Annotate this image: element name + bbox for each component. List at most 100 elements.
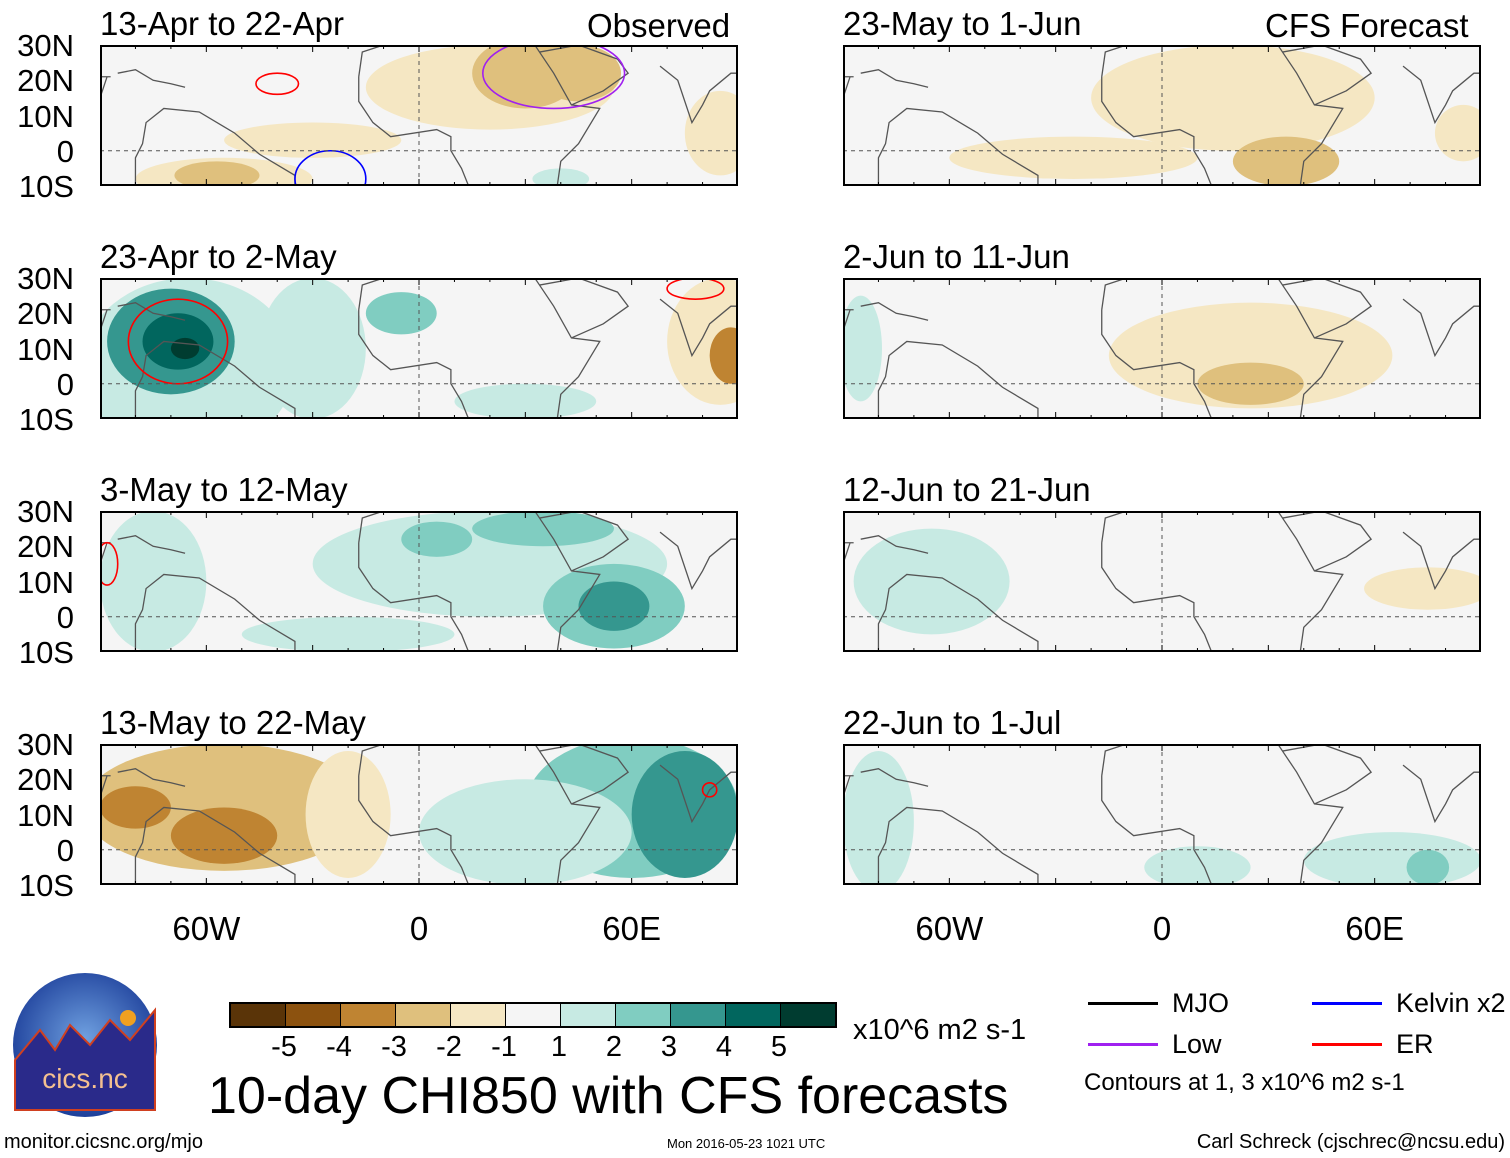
map-panel — [843, 278, 1481, 419]
map-panel — [100, 511, 738, 652]
coastline — [860, 68, 929, 88]
er-line-swatch — [1312, 1043, 1382, 1046]
anomaly-shading — [454, 383, 597, 419]
coastline — [134, 573, 296, 652]
panel-title: 23-May to 1-Jun — [843, 5, 1082, 42]
coastline — [117, 534, 186, 554]
coastline — [100, 744, 111, 798]
lat-label: 10N — [17, 98, 74, 134]
lat-label: 30N — [17, 494, 74, 529]
lat-label: 10S — [18, 635, 74, 670]
lat-label: 10S — [18, 868, 74, 903]
lat-label: 30N — [17, 28, 74, 63]
colorbar-swatch — [726, 1004, 781, 1026]
wave-contour — [482, 45, 626, 110]
lon-label: 60E — [1345, 910, 1405, 947]
map-panel — [843, 511, 1481, 652]
anomaly-shading — [709, 327, 738, 384]
lon-label: 60W — [915, 910, 984, 947]
colorbar-swatch — [561, 1004, 616, 1026]
legend-kelvin: Kelvin x2 — [1312, 988, 1506, 1019]
colorbar-label: 1 — [550, 1031, 568, 1063]
coastline — [877, 573, 1039, 652]
coastline — [877, 340, 1039, 419]
coastline — [1101, 511, 1344, 652]
anomaly-shading — [224, 122, 402, 158]
low-line-swatch — [1088, 1043, 1158, 1046]
anomaly-shading — [1364, 567, 1481, 610]
legend-label: ER — [1396, 1029, 1434, 1059]
coastline — [100, 278, 111, 332]
coastline — [1402, 65, 1481, 125]
colorbar-label: 3 — [660, 1031, 678, 1063]
colorbar-swatch — [506, 1004, 561, 1026]
coastline — [100, 45, 111, 99]
coastline — [134, 340, 296, 419]
coastline — [1402, 298, 1481, 358]
map-panel — [843, 45, 1481, 186]
coastline — [1402, 531, 1481, 591]
coastline — [117, 68, 186, 88]
lat-label: 20N — [17, 63, 74, 99]
figure-title: 10-day CHI850 with CFS forecasts — [208, 1067, 1009, 1125]
coastline — [358, 511, 601, 652]
anomaly-shading — [100, 744, 366, 871]
column-label-observed: Observed — [587, 7, 731, 44]
lat-label: 10N — [17, 564, 74, 600]
wave-contour — [294, 149, 367, 186]
anomaly-shading — [401, 521, 473, 557]
colorbar-swatch — [671, 1004, 726, 1026]
wave-contour — [127, 298, 229, 385]
coastline — [134, 107, 296, 186]
coastline — [659, 298, 738, 358]
colorbar-swatch — [616, 1004, 671, 1026]
coastline — [134, 806, 296, 885]
lat-label: 10S — [18, 402, 74, 437]
lat-label: 20N — [17, 529, 74, 565]
colorbar-swatch — [341, 1004, 396, 1026]
mjo-line-swatch — [1088, 1002, 1158, 1005]
coastline — [659, 65, 738, 125]
coastline — [843, 744, 854, 798]
lon-label: 0 — [1152, 910, 1172, 947]
panel-title: 12-Jun to 21-Jun — [843, 471, 1091, 508]
colorbar — [229, 1002, 837, 1028]
anomaly-shading — [1108, 302, 1393, 409]
panel-title: 13-Apr to 22-Apr — [100, 5, 344, 42]
anomaly-shading — [365, 292, 437, 335]
anomaly-shading — [1434, 104, 1481, 162]
legend-er: ER — [1312, 1029, 1434, 1060]
colorbar-label: 5 — [770, 1031, 788, 1063]
anomaly-shading — [100, 511, 207, 652]
footer-timestamp: Mon 2016-05-23 1021 UTC — [667, 1136, 826, 1151]
colorbar-swatch — [781, 1004, 835, 1026]
coastline — [117, 767, 186, 787]
legend-low: Low — [1088, 1029, 1222, 1060]
contour-note: Contours at 1, 3 x10^6 m2 s-1 — [1084, 1069, 1405, 1096]
anomaly-shading — [853, 528, 1010, 635]
lon-label: 0 — [409, 910, 429, 947]
lat-label: 10N — [17, 797, 74, 833]
anomaly-shading — [949, 136, 1198, 179]
colorbar-swatch — [286, 1004, 341, 1026]
anomaly-shading — [100, 786, 171, 829]
coastline — [877, 107, 1039, 186]
colorbar-swatch — [396, 1004, 451, 1026]
anomaly-shading — [1197, 362, 1304, 405]
panel-title: 13-May to 22-May — [100, 704, 366, 741]
lat-label: 0 — [56, 599, 74, 635]
colorbar-label: -1 — [491, 1031, 517, 1063]
wave-contour — [255, 72, 300, 96]
legend-mjo: MJO — [1088, 988, 1229, 1019]
lat-label: 10N — [17, 331, 74, 367]
footer-url[interactable]: monitor.cicsnc.org/mjo — [4, 1131, 203, 1153]
coastline — [1101, 278, 1344, 419]
anomaly-shading — [843, 751, 914, 885]
coastline — [100, 511, 111, 565]
anomaly-shading — [472, 511, 614, 547]
anomaly-shading — [1406, 849, 1450, 885]
lat-label: 30N — [17, 261, 74, 296]
anomaly-shading — [1091, 45, 1375, 151]
footer-author: Carl Schreck (cjschrec@ncsu.edu) — [1196, 1131, 1505, 1153]
